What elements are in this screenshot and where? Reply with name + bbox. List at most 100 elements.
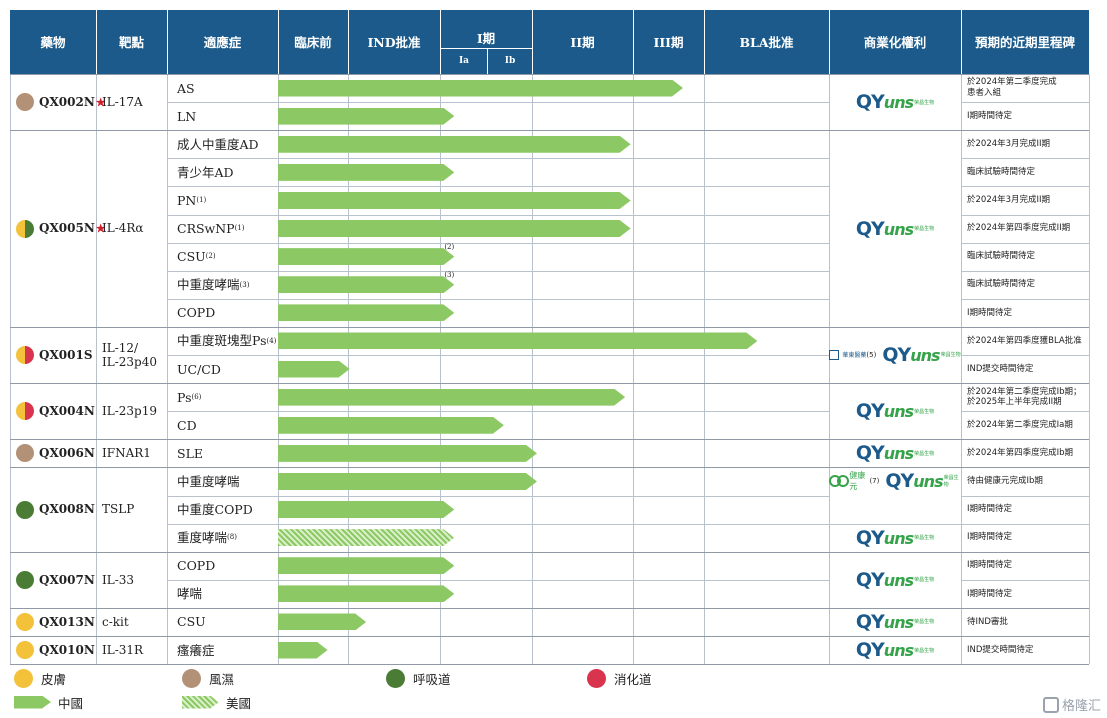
therapeutic-area-dot	[16, 219, 34, 238]
watermark-text: 格隆汇	[1061, 699, 1101, 714]
drug-cell: QX013N	[10, 608, 96, 636]
indication-footnote: (3)	[239, 280, 250, 289]
watermark: 格隆汇	[1042, 695, 1101, 714]
header-col-divider	[348, 10, 349, 74]
row-divider	[961, 214, 1089, 216]
indication-cell: SLE	[167, 439, 278, 467]
logo-main: QY	[855, 400, 885, 423]
target-cell: TSLP	[102, 502, 135, 517]
logo-subtitle: 荣昌生物	[914, 99, 935, 106]
milestone-cell: 於2024年第二季度完成Ia期	[967, 419, 1073, 430]
row-divider	[961, 186, 1089, 188]
program-divider	[10, 551, 1089, 553]
indication-name: 青少年AD	[177, 164, 234, 180]
qyuns-logo: QYuns	[882, 344, 940, 366]
logo-accent: uns	[883, 402, 914, 422]
target-cell: IFNAR1	[102, 446, 151, 461]
header-phase1: I期	[440, 10, 532, 48]
milestone-cell: 於2024年第四季度完成II期	[967, 223, 1071, 234]
qyuns-logo: QYuns	[855, 91, 914, 114]
grid-col-line	[96, 74, 97, 665]
indication-name: CSU	[177, 249, 206, 265]
indication-cell: CSU	[167, 608, 278, 636]
milestone-cell: 於2024年3月完成II期	[967, 195, 1051, 206]
commercial-rights-cell: QYuns 荣昌生物	[829, 608, 961, 636]
row-divider	[167, 102, 829, 104]
legend-label: 美國	[226, 695, 252, 711]
milestone-cell: 臨床試驗時間待定	[967, 167, 1036, 178]
legend-item-green: 呼吸道	[386, 668, 451, 688]
indication-name: AS	[177, 80, 195, 96]
logo-main: QY	[855, 526, 885, 549]
indication-name: 中重度COPD	[177, 502, 253, 518]
milestone-cell: I期時間待定	[967, 532, 1013, 543]
header-col-divider	[961, 10, 962, 74]
target-cell: c-kit	[102, 614, 129, 629]
row-divider	[829, 523, 961, 525]
indication-cell: CRSwNP (1)	[167, 215, 278, 243]
progress-arrow	[278, 361, 350, 378]
therapeutic-area-dot	[16, 500, 34, 519]
row-divider	[961, 523, 1089, 525]
program-divider	[10, 607, 1089, 609]
program-divider	[10, 467, 1089, 469]
indication-cell: 哮喘	[167, 580, 278, 608]
drug-name: QX004N	[39, 403, 95, 418]
legend-item-cn: 中國	[14, 692, 83, 712]
progress-arrow	[278, 248, 454, 265]
drug-name: QX010N	[39, 642, 95, 657]
qyuns-logo: QYuns	[856, 569, 914, 591]
commercial-rights-cell: QYuns 荣昌生物	[829, 552, 961, 608]
drug-cell: QX010N	[10, 636, 96, 664]
therapeutic-area-dot	[16, 93, 34, 112]
legend-us-swatch	[182, 696, 219, 709]
commercial-rights-cell: QYuns 荣昌生物	[829, 439, 961, 467]
indication-name: 哮喘	[177, 586, 203, 602]
logo-accent: uns	[883, 93, 914, 113]
qyuns-logo: QYuns	[855, 526, 914, 549]
row-divider	[167, 242, 829, 244]
header-divider	[487, 48, 488, 74]
milestone-cell: 於2024年第四季度獲BLA批准	[967, 335, 1082, 346]
core-product-star: ★	[95, 221, 106, 235]
header-phase2: II期	[532, 10, 633, 74]
arrow-footnote: (3)	[444, 270, 455, 279]
therapeutic-area-dot	[16, 612, 34, 631]
row-divider	[961, 495, 1089, 497]
row-divider	[961, 579, 1089, 581]
indication-name: CRSwNP	[177, 221, 235, 237]
milestone-cell: 於2024年第二季度完成 患者入組	[967, 77, 1057, 99]
milestone-cell: I期時間待定	[967, 504, 1013, 515]
grid-col-line	[829, 74, 830, 665]
logo-main: QY	[855, 91, 885, 114]
header-col-divider	[633, 10, 634, 74]
drug-cell: QX005N ★	[10, 130, 106, 327]
row-divider	[961, 242, 1089, 244]
row-divider	[167, 298, 829, 300]
therapeutic-area-dot	[16, 570, 34, 589]
progress-arrow	[278, 642, 328, 659]
indication-cell: COPD	[167, 552, 278, 580]
logo-subtitle: 荣昌生物	[940, 352, 961, 359]
indication-name: 中重度斑塊型Ps	[177, 333, 267, 349]
legend-yellow-dot	[14, 668, 33, 688]
logo-main: QY	[855, 639, 885, 662]
indication-name: COPD	[177, 558, 216, 574]
program-divider	[10, 326, 1089, 328]
grid-col-line	[961, 74, 962, 665]
indication-cell: 中重度哮喘 (3)	[167, 271, 278, 299]
header-phase3: III期	[633, 10, 704, 74]
progress-arrow	[278, 613, 366, 630]
therapeutic-area-dot	[16, 444, 34, 463]
drug-name: QX013N	[39, 614, 95, 629]
progress-arrow	[278, 304, 454, 321]
indication-name: Ps	[177, 389, 192, 405]
commercial-rights-cell: 健康元 (7) QYuns 荣昌生物	[829, 467, 961, 495]
header-phase1b: Ib	[488, 49, 532, 74]
progress-arrow	[278, 389, 625, 406]
progress-arrow	[278, 108, 454, 125]
indication-name: 重度哮喘	[177, 530, 228, 546]
grid-col-line	[1089, 74, 1090, 665]
header-col-divider	[278, 10, 279, 74]
